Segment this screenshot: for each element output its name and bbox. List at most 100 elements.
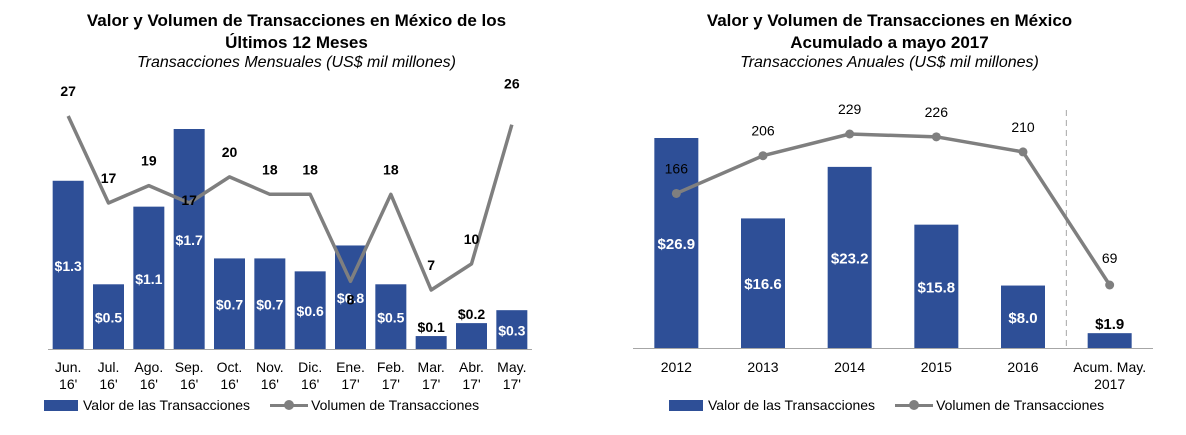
- category-label-4: Oct.: [217, 359, 243, 375]
- line-point-1: [758, 151, 768, 161]
- line-label-2: 229: [838, 101, 862, 117]
- line-label-9: 7: [427, 257, 435, 273]
- bar-label-9: $0.1: [418, 319, 445, 335]
- category-label-10-line2: 17': [462, 376, 480, 392]
- category-label-4-line2: 16': [220, 376, 238, 392]
- category-label-6: Dic.: [298, 359, 322, 375]
- chart-legend: Valor de las Transacciones Volumen de Tr…: [44, 397, 479, 413]
- category-label-5-line2: 16': [261, 376, 279, 392]
- legend-line-label: Volumen de Transacciones: [311, 397, 480, 413]
- line-label-11: 26: [504, 76, 520, 92]
- legend-line-label: Volumen de Transacciones: [936, 397, 1105, 413]
- bar-label-1: $16.6: [744, 276, 782, 293]
- category-label-2: Ago.: [134, 359, 163, 375]
- category-label-0: 2012: [661, 359, 692, 375]
- line-label-0: 27: [60, 83, 76, 99]
- bar-label-1: $0.5: [95, 310, 122, 326]
- bar-0: [52, 180, 84, 349]
- legend-bar-label: Valor de las Transacciones: [708, 397, 876, 413]
- category-label-5: Acum. May.: [1073, 359, 1146, 375]
- bar-11: [496, 310, 528, 349]
- chart-title-line2: Últimos 12 Meses: [225, 33, 368, 52]
- line-label-5: 18: [262, 161, 278, 177]
- category-label-11: May.: [497, 359, 526, 375]
- bar-5: [1087, 333, 1132, 348]
- category-label-2-line2: 16': [140, 376, 158, 392]
- bar-5: [254, 258, 286, 349]
- bar-label-2: $1.1: [135, 271, 162, 287]
- bar-6: [294, 271, 326, 349]
- category-label-7-line2: 17': [341, 376, 359, 392]
- chart-subtitle: Transacciones Anuales (US$ mil millones): [740, 54, 1039, 71]
- category-label-8: Feb.: [377, 359, 405, 375]
- bar-1: [93, 284, 124, 349]
- legend-bar-swatch: [44, 399, 78, 411]
- bar-label-5: $1.9: [1095, 316, 1124, 333]
- monthly-chart-plot: $1.3 $0.5 $1.1 $1.7 $0.7 $0.7 $0.6 $0.8 $0.5 $0.1…: [48, 76, 532, 392]
- category-label-3: 2015: [921, 359, 952, 375]
- category-label-7: Ene.: [336, 359, 365, 375]
- category-label-3: Sep.: [175, 359, 204, 375]
- bar-label-4: $0.7: [216, 297, 243, 313]
- bar-2: [827, 166, 872, 348]
- line-label-1: 206: [751, 123, 775, 139]
- legend-bar-swatch: [669, 399, 703, 411]
- category-label-5: Nov.: [256, 359, 284, 375]
- category-label-0: Jun.: [55, 359, 81, 375]
- bar-label-11: $0.3: [498, 323, 525, 339]
- monthly-chart-panel: Valor y Volumen de Transacciones en Méxi…: [44, 11, 532, 413]
- category-label-11-line2: 17': [503, 376, 521, 392]
- category-label-8-line2: 17': [382, 376, 400, 392]
- bar-4: [214, 258, 245, 349]
- bar-1: [741, 218, 785, 348]
- line-point-4: [1018, 147, 1028, 157]
- legend-line-swatch: [895, 399, 934, 411]
- line-label-10: 10: [464, 231, 480, 247]
- bar-label-3: $15.8: [918, 279, 956, 296]
- bar-10: [456, 323, 487, 349]
- bar-label-6: $0.6: [297, 303, 324, 319]
- volume-line: [675, 132, 1112, 286]
- bar-label-10: $0.2: [458, 306, 485, 322]
- bar-label-5: $0.7: [256, 297, 283, 313]
- chart-title-line1: Valor y Volumen de Transacciones en Méxi…: [706, 11, 1073, 30]
- annual-chart-panel: Valor y Volumen de Transacciones en Méxi…: [593, 0, 1186, 435]
- line-point-2: [845, 129, 855, 139]
- category-label-9-line2: 17': [422, 376, 440, 392]
- line-label-3: 17: [181, 192, 197, 208]
- bar-label-2: $23.2: [831, 250, 869, 267]
- category-label-1-line2: 16': [99, 376, 117, 392]
- bar-3: [173, 129, 205, 349]
- volume-line: [66, 115, 514, 292]
- bar-label-8: $0.5: [377, 310, 404, 326]
- category-label-9: Mar.: [418, 359, 445, 375]
- bar-8: [375, 284, 407, 349]
- annual-chart-plot: $26.9 $16.6 $23.2 $15.8 $8.0 $1.9 166 206 229 226…: [633, 101, 1153, 392]
- line-point-3: [931, 132, 941, 142]
- bar-4: [1001, 285, 1045, 348]
- category-label-2: 2014: [834, 359, 865, 375]
- legend-bar-label: Valor de las Transacciones: [83, 397, 251, 413]
- category-label-3-line2: 16': [180, 376, 198, 392]
- legend-line-swatch: [270, 399, 309, 411]
- bar-2: [133, 206, 165, 349]
- line-label-7: 8: [347, 291, 355, 307]
- line-label-4: 20: [222, 144, 238, 160]
- chart-legend: Valor de las Transacciones Volumen de Tr…: [669, 397, 1104, 413]
- line-label-8: 18: [383, 161, 399, 177]
- line-label-4: 210: [1011, 119, 1035, 135]
- line-label-0: 166: [665, 160, 689, 176]
- category-label-1: 2013: [747, 359, 778, 375]
- line-point-0: [671, 188, 681, 198]
- bar-label-4: $8.0: [1008, 310, 1037, 327]
- line-label-3: 226: [925, 104, 949, 120]
- bar-label-0: $26.9: [658, 236, 696, 253]
- line-label-2: 19: [141, 153, 157, 169]
- chart-subtitle: Transacciones Mensuales (US$ mil millone…: [137, 54, 456, 71]
- category-label-5-line2: 2017: [1094, 376, 1125, 392]
- chart-title-line2: Acumulado a mayo 2017: [790, 33, 989, 52]
- category-label-6-line2: 16': [301, 376, 319, 392]
- category-label-4: 2016: [1007, 359, 1038, 375]
- line-label-5: 69: [1102, 250, 1118, 266]
- line-label-6: 18: [302, 161, 318, 177]
